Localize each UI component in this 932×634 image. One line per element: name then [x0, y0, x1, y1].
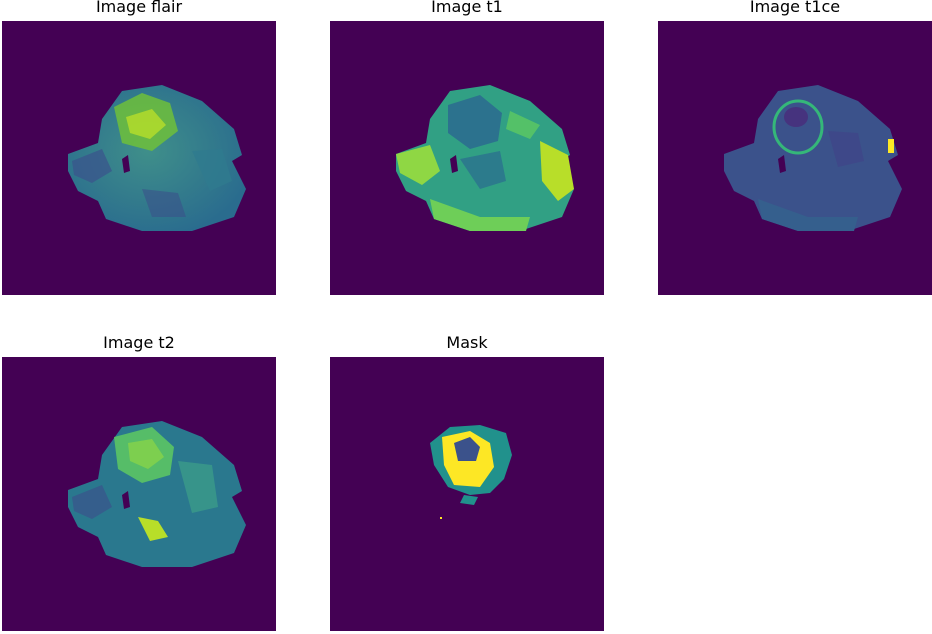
panel-title: Image flair — [95, 0, 183, 16]
mri-image-t2 — [2, 357, 276, 631]
panel-title: Image t1 — [431, 0, 503, 16]
panel-title: Image t2 — [103, 333, 175, 352]
mri-image-t1ce — [658, 21, 932, 295]
mri-image-flair — [2, 21, 276, 295]
panel-title: Mask — [446, 333, 488, 352]
mri-image-t1 — [330, 21, 604, 295]
segmentation-mask — [330, 357, 604, 631]
panel-title: Image t1ce — [749, 0, 841, 16]
